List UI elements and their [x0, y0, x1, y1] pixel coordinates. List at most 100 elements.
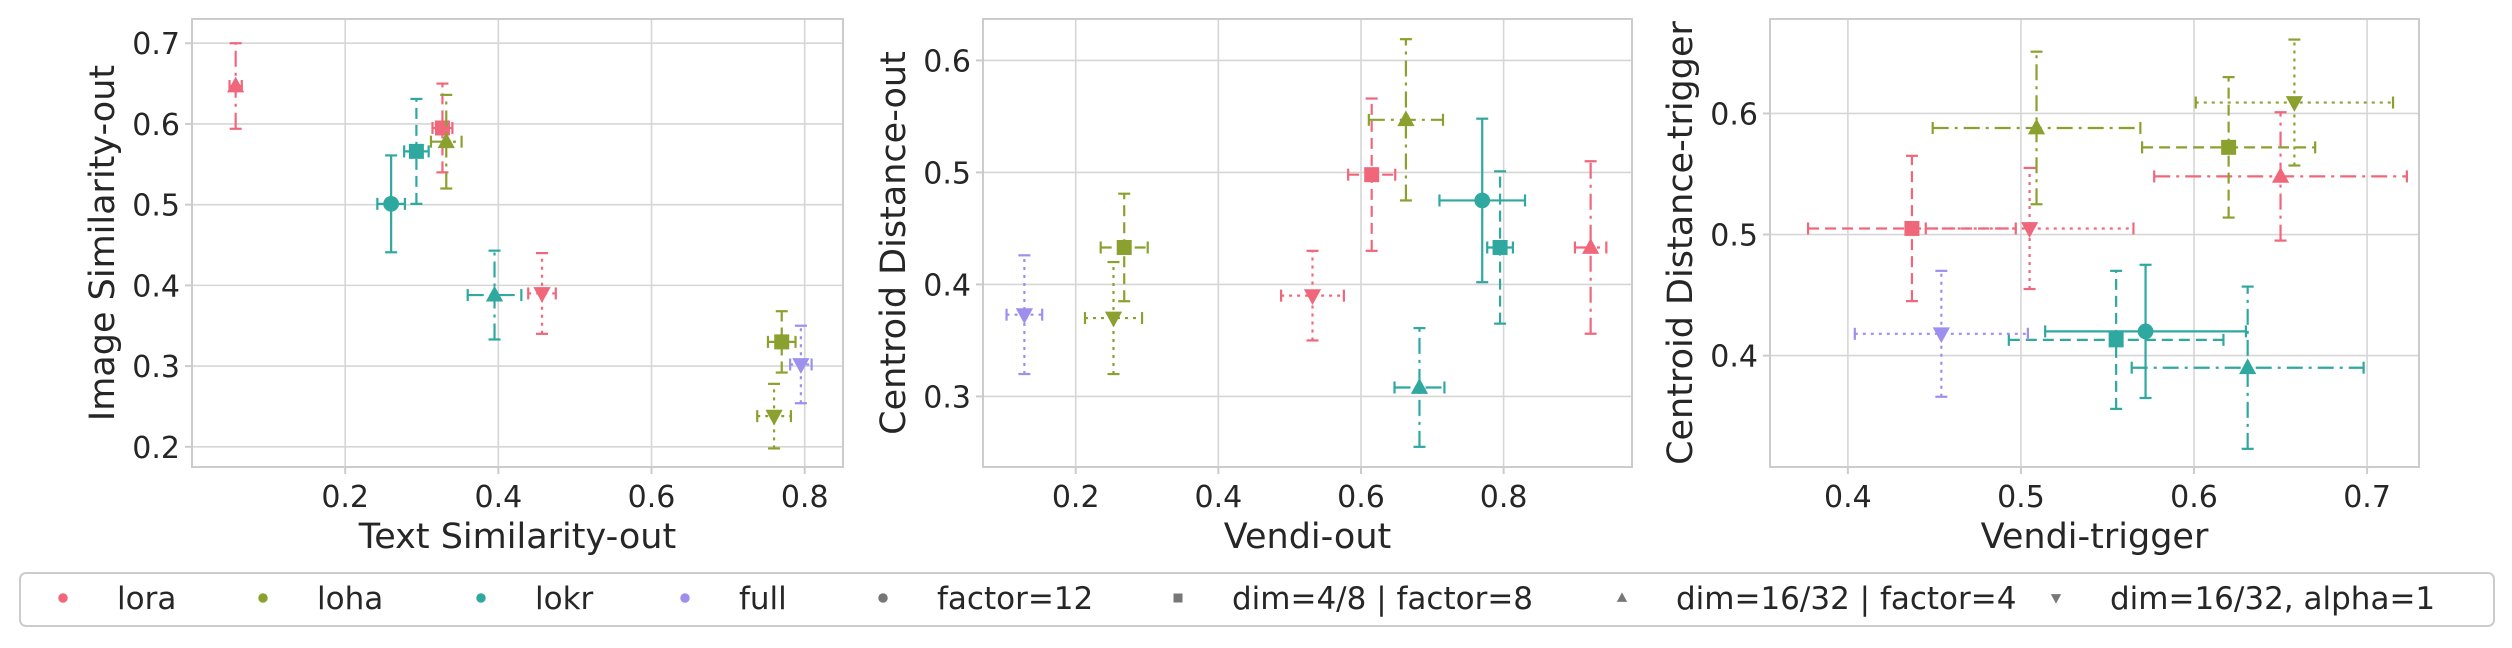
data-point-lora-square: [431, 82, 454, 174]
legend-marker: [680, 593, 690, 603]
y-tick-label: 0.4: [132, 269, 180, 304]
data-point-lora-triangle: [1573, 160, 1608, 335]
data-point-lokr-triangle: [466, 249, 523, 341]
x-tick-label: 0.2: [1052, 480, 1100, 515]
square-marker: [2221, 139, 2237, 155]
data-point-lora-down-triangle: [1924, 166, 2135, 291]
chart-panel-2: 0.2 0.4 0.6 0.80.30.40.50.6Vendi-outCentroi…: [874, 18, 1633, 557]
x-tick-label: 0.4: [1194, 480, 1242, 515]
legend-marker: [2050, 594, 2062, 604]
legend-label: dim=16/32 | factor=4: [1676, 581, 2016, 617]
x-axis-label: Vendi-out: [1224, 517, 1391, 557]
y-tick-label: 0.6: [132, 108, 180, 143]
legend-label: lora: [117, 581, 176, 617]
y-axis-label: Centroid Distance-out: [874, 51, 914, 435]
circle-marker: [2137, 323, 2154, 340]
data-point-full-down-triangle: [1005, 254, 1044, 376]
data-point-loha-square: [1099, 192, 1149, 303]
down-triangle-marker: [765, 409, 783, 426]
data-point-lokr-square: [1486, 170, 1514, 325]
legend-item-lora: lora: [58, 581, 176, 617]
square-marker: [408, 143, 424, 159]
plot-area: [982, 18, 1633, 468]
y-tick-label: 0.7: [132, 27, 180, 62]
data-point-loha-triangle: [1367, 38, 1445, 202]
data-point-lora-triangle: [227, 42, 245, 130]
data-point-lokr-circle: [2044, 263, 2248, 400]
data-point-lokr-square: [2007, 269, 2225, 410]
down-triangle-marker: [1932, 327, 1950, 344]
square-marker: [1492, 239, 1508, 255]
square-marker: [774, 334, 790, 350]
down-triangle-marker: [2020, 222, 2039, 238]
legend-label: dim=4/8 | factor=8: [1232, 581, 1533, 617]
square-marker: [1116, 239, 1132, 255]
y-tick-label: 0.5: [132, 189, 180, 224]
data-point-loha-down-triangle: [2194, 38, 2395, 167]
plot-area: [191, 18, 844, 468]
x-tick-label: 0.6: [628, 480, 676, 515]
data-point-lokr-triangle: [1393, 327, 1446, 448]
legend-item-lokr: lokr: [476, 581, 594, 617]
y-tick-label: 0.6: [923, 44, 971, 79]
legend-item-config-1: factor=12: [878, 581, 1093, 617]
data-point-loha-triangle: [1931, 50, 2142, 206]
chart-panel-3: 0.4 0.5 0.6 0.70.40.50.6Vendi-triggerCentro…: [1661, 18, 2420, 557]
y-axis-label: Centroid Distance-trigger: [1661, 20, 1701, 464]
chart-panels: 0.2 0.4 0.6 0.8 0.2 0.3 0.4 0.5 0.6 0.7 Text Simil…: [83, 18, 2420, 557]
data-point-loha-down-triangle: [756, 382, 793, 450]
data-point-loha-square: [766, 310, 797, 374]
data-point-loha-triangle: [429, 93, 463, 190]
triangle-marker: [1410, 378, 1429, 394]
data-point-lokr-triangle: [2130, 285, 2365, 450]
x-tick-label: 0.5: [1997, 480, 2045, 515]
circle-marker: [383, 195, 400, 212]
x-tick-label: 0.6: [1337, 480, 1385, 515]
down-triangle-marker: [792, 358, 810, 374]
x-axis-label: Text Similarity-out: [358, 517, 676, 557]
triangle-marker: [2239, 358, 2257, 375]
data-point-lora-down-triangle: [527, 251, 557, 335]
triangle-marker: [2271, 167, 2290, 183]
down-triangle-marker: [1303, 289, 1322, 306]
legend-marker: [58, 593, 68, 603]
chart-panel-1: 0.2 0.4 0.6 0.8 0.2 0.3 0.4 0.5 0.6 0.7 Text Simil…: [83, 18, 844, 557]
data-point-lora-square: [1806, 154, 2017, 303]
y-tick-label: 0.3: [132, 350, 180, 385]
square-marker: [434, 120, 450, 136]
triangle-marker: [227, 76, 245, 93]
legend-item-config-2: dim=4/8 | factor=8: [1173, 581, 1533, 617]
y-tick-label: 0.3: [923, 380, 971, 415]
triangle-marker: [2027, 118, 2046, 135]
triangle-marker: [437, 132, 455, 149]
square-marker: [1904, 220, 1920, 236]
x-axis-label: Vendi-trigger: [1981, 517, 2209, 557]
data-point-lokr-circle: [1438, 117, 1527, 284]
triangle-marker: [485, 285, 504, 302]
circle-marker: [1474, 192, 1491, 209]
legend-item-config-4: dim=16/32, alpha=1: [2050, 581, 2435, 617]
y-tick-label: 0.5: [923, 156, 971, 191]
x-tick-label: 0.2: [321, 480, 369, 515]
y-tick-label: 0.6: [1710, 97, 1758, 132]
data-point-full-down-triangle: [789, 324, 813, 405]
y-tick-label: 0.4: [1710, 340, 1758, 375]
plot-area: [1769, 18, 2420, 468]
legend-frame: [19, 572, 2495, 627]
legend-marker: [1173, 593, 1183, 603]
legend-item-full: full: [680, 581, 787, 617]
y-tick-label: 0.2: [132, 431, 180, 466]
legend-label: full: [739, 581, 787, 617]
data-point-lokr-circle: [376, 154, 407, 254]
data-point-lokr-square: [403, 97, 430, 205]
legend-label: loha: [317, 581, 383, 617]
down-triangle-marker: [1104, 311, 1123, 328]
legend-marker: [1616, 592, 1628, 602]
legend-item-loha: loha: [258, 581, 383, 617]
down-triangle-marker: [533, 287, 551, 303]
legend-item-config-3: dim=16/32 | factor=4: [1616, 581, 2016, 617]
data-point-lora-square: [1347, 97, 1397, 252]
x-tick-label: 0.4: [1824, 480, 1872, 515]
down-triangle-marker: [1015, 308, 1033, 325]
